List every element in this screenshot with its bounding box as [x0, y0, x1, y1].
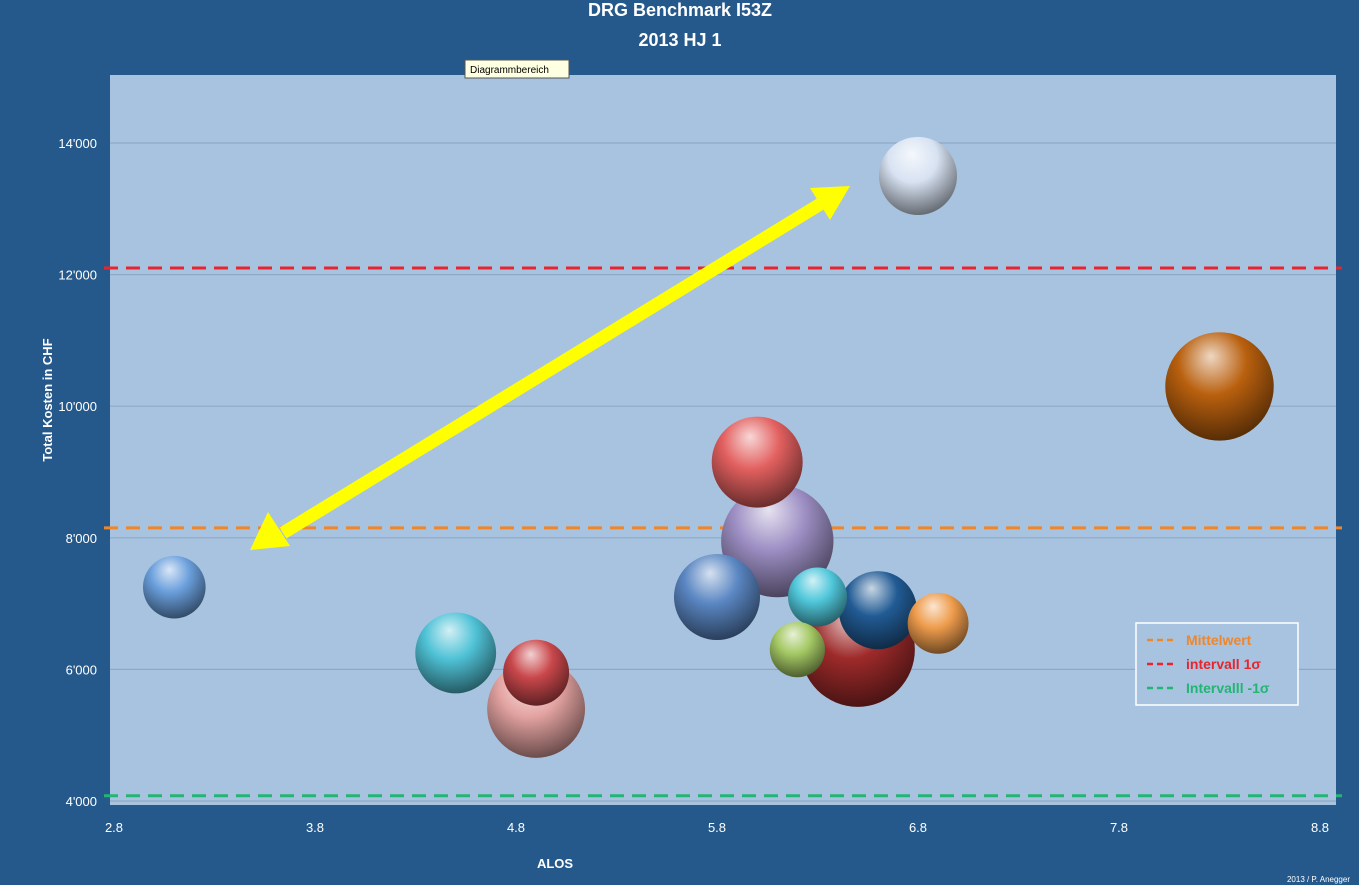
chart-subtitle: 2013 HJ 1	[638, 30, 721, 50]
x-tick-label: 2.8	[105, 820, 123, 835]
tooltip-box	[464, 59, 570, 79]
legend-label: Intervalll -1σ	[1186, 680, 1270, 696]
arrow-head-upper	[810, 186, 850, 220]
x-tick-label: 8.8	[1311, 820, 1329, 835]
arrow-shaft	[279, 197, 826, 539]
legend-label: Mittelwert	[1186, 632, 1252, 648]
bubble[interactable]	[1165, 332, 1274, 441]
x-tick-label: 3.8	[306, 820, 324, 835]
y-tick-label: 14'000	[58, 136, 97, 151]
y-axis-label: Total Kosten in CHF	[40, 338, 55, 461]
bubble[interactable]	[769, 622, 826, 678]
credit-text: 2013 / P. Anegger	[1287, 875, 1350, 884]
bubble[interactable]	[142, 555, 206, 619]
bubble[interactable]	[673, 553, 761, 641]
bubble[interactable]	[415, 612, 497, 694]
x-tick-label: 6.8	[909, 820, 927, 835]
tooltip-text: Diagrammbereich	[470, 65, 549, 76]
y-tick-label: 6'000	[66, 662, 97, 677]
x-tick-label: 5.8	[708, 820, 726, 835]
arrow-head-lower	[250, 512, 290, 550]
y-tick-label: 8'000	[66, 531, 97, 546]
annotation-arrow	[250, 186, 850, 550]
bubble[interactable]	[503, 639, 570, 706]
y-tick-label: 10'000	[58, 399, 97, 414]
y-tick-label: 4'000	[66, 794, 97, 809]
bubble[interactable]	[907, 592, 969, 654]
bubble[interactable]	[838, 571, 917, 650]
y-tick-label: 12'000	[58, 268, 97, 283]
x-tick-label: 7.8	[1110, 820, 1128, 835]
legend-label: intervall 1σ	[1186, 656, 1261, 672]
x-axis-label: ALOS	[537, 856, 573, 871]
tooltip: Diagrammbereich	[464, 59, 570, 79]
legend: Mittelwert intervall 1σ Intervalll -1σ	[1135, 622, 1299, 706]
bubble[interactable]	[878, 136, 958, 215]
axes: 2.8 3.8 4.8 5.8 6.8 7.8 8.8 4'000 6'000 8'000 10'0…	[58, 136, 1329, 835]
chart-title: DRG Benchmark I53Z	[588, 0, 772, 20]
bubbles	[142, 136, 1274, 758]
x-tick-label: 4.8	[507, 820, 525, 835]
bubble[interactable]	[787, 567, 848, 627]
bubble[interactable]	[711, 416, 803, 508]
